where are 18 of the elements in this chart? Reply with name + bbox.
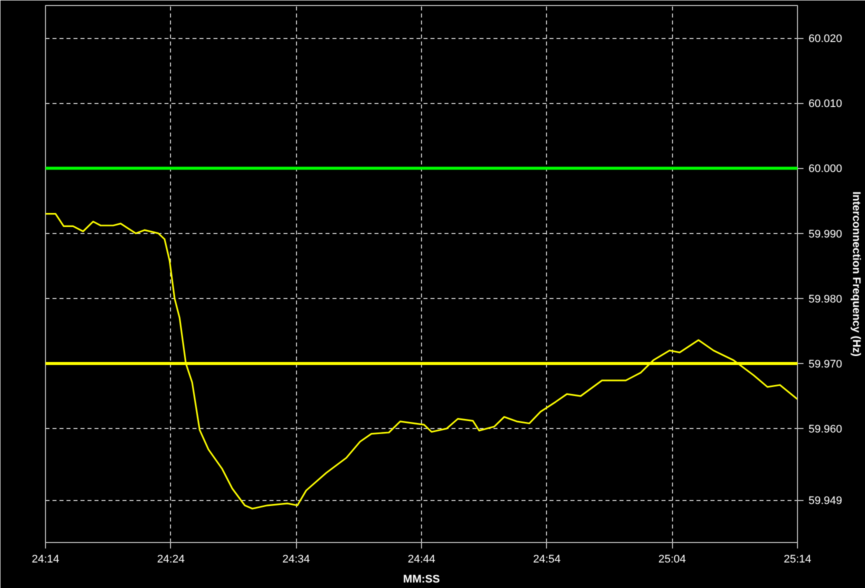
y-tick-label: 60.020 — [808, 33, 842, 46]
y-axis-title: Interconnection Frequency (Hz) — [850, 191, 862, 357]
y-tick-label: 60.000 — [808, 163, 842, 176]
y-tick-label: 59.980 — [808, 293, 842, 306]
x-tick-label: 24:24 — [157, 554, 185, 566]
line-series — [46, 212, 798, 510]
y-tick-label: 59.949 — [808, 495, 842, 508]
x-tick-label: 24:54 — [533, 554, 561, 566]
x-tick-label: 24:44 — [408, 554, 436, 566]
x-tick-label: 24:14 — [32, 554, 60, 566]
x-tick-label: 24:34 — [282, 554, 310, 566]
y-tick-label: 59.970 — [808, 358, 842, 370]
y-tick-label: 59.960 — [808, 424, 842, 436]
y-tick-label: 60.010 — [808, 98, 842, 110]
x-axis-title: MM:SS — [403, 574, 440, 586]
y-tick-label: 59.990 — [808, 228, 842, 240]
x-tick-label: 25:14 — [784, 554, 812, 566]
x-tick-label: 25:04 — [658, 554, 686, 566]
